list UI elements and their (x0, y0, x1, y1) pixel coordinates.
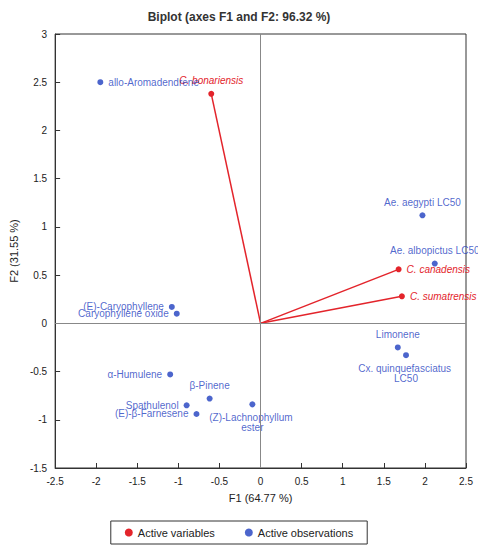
svg-text:Active observations: Active observations (258, 527, 354, 539)
svg-text:1.5: 1.5 (377, 476, 391, 487)
svg-text:2: 2 (422, 476, 428, 487)
svg-text:-2.5: -2.5 (47, 476, 65, 487)
svg-text:2.5: 2.5 (459, 476, 473, 487)
svg-text:Ae. aegypti LC50: Ae. aegypti LC50 (384, 197, 461, 208)
svg-text:-1: -1 (174, 476, 183, 487)
svg-text:0: 0 (258, 476, 264, 487)
svg-text:C. bonariensis: C. bonariensis (179, 75, 244, 87)
svg-text:3: 3 (42, 29, 48, 40)
svg-text:(E)-β-Farnesene: (E)-β-Farnesene (115, 408, 189, 419)
svg-text:1: 1 (340, 476, 346, 487)
svg-text:C. sumatrensis: C. sumatrensis (410, 291, 477, 302)
svg-text:α-Humulene: α-Humulene (107, 369, 162, 380)
svg-text:Caryophyllene oxide: Caryophyllene oxide (78, 308, 169, 319)
svg-text:-1: -1 (38, 414, 47, 425)
svg-text:ester: ester (241, 421, 264, 433)
svg-text:Cx. quinquefasciatus: Cx. quinquefasciatus (358, 362, 454, 374)
svg-text:-1.5: -1.5 (30, 463, 48, 474)
svg-text:Biplot (axes F1 and F2: 96.32: Biplot (axes F1 and F2: 96.32 %) (148, 10, 331, 24)
svg-text:F1 (64.77 %): F1 (64.77 %) (229, 492, 293, 504)
svg-text:(Z)-Lachnophyllum: (Z)-Lachnophyllum (209, 411, 296, 423)
svg-text:-1.5: -1.5 (129, 476, 147, 487)
svg-text:1.5: 1.5 (33, 173, 47, 184)
svg-text:LC50: LC50 (394, 373, 418, 384)
svg-text:β-Pinene: β-Pinene (190, 380, 231, 391)
svg-text:2: 2 (42, 125, 48, 136)
svg-text:0.5: 0.5 (33, 270, 47, 281)
svg-text:Spathulenol: Spathulenol (125, 399, 179, 411)
svg-text:Active variables: Active variables (138, 527, 216, 539)
svg-text:(E)-Caryophyllene: (E)-Caryophyllene (83, 301, 164, 313)
svg-text:0.5: 0.5 (295, 476, 309, 487)
svg-text:Ae. albopictus LC50: Ae. albopictus LC50 (390, 245, 478, 256)
svg-text:-0.5: -0.5 (211, 476, 229, 487)
svg-text:-2: -2 (92, 476, 101, 487)
svg-text:F2 (31.55 %): F2 (31.55 %) (8, 219, 20, 283)
svg-text:1: 1 (42, 221, 48, 232)
svg-text:-0.5: -0.5 (30, 366, 48, 377)
svg-text:0: 0 (42, 318, 48, 329)
svg-text:2.5: 2.5 (33, 77, 47, 88)
svg-text:C. canadensis: C. canadensis (407, 264, 470, 275)
svg-text:Limonene: Limonene (376, 329, 420, 340)
svg-text:allo-Aromadendrene: allo-Aromadendrene (108, 77, 199, 88)
